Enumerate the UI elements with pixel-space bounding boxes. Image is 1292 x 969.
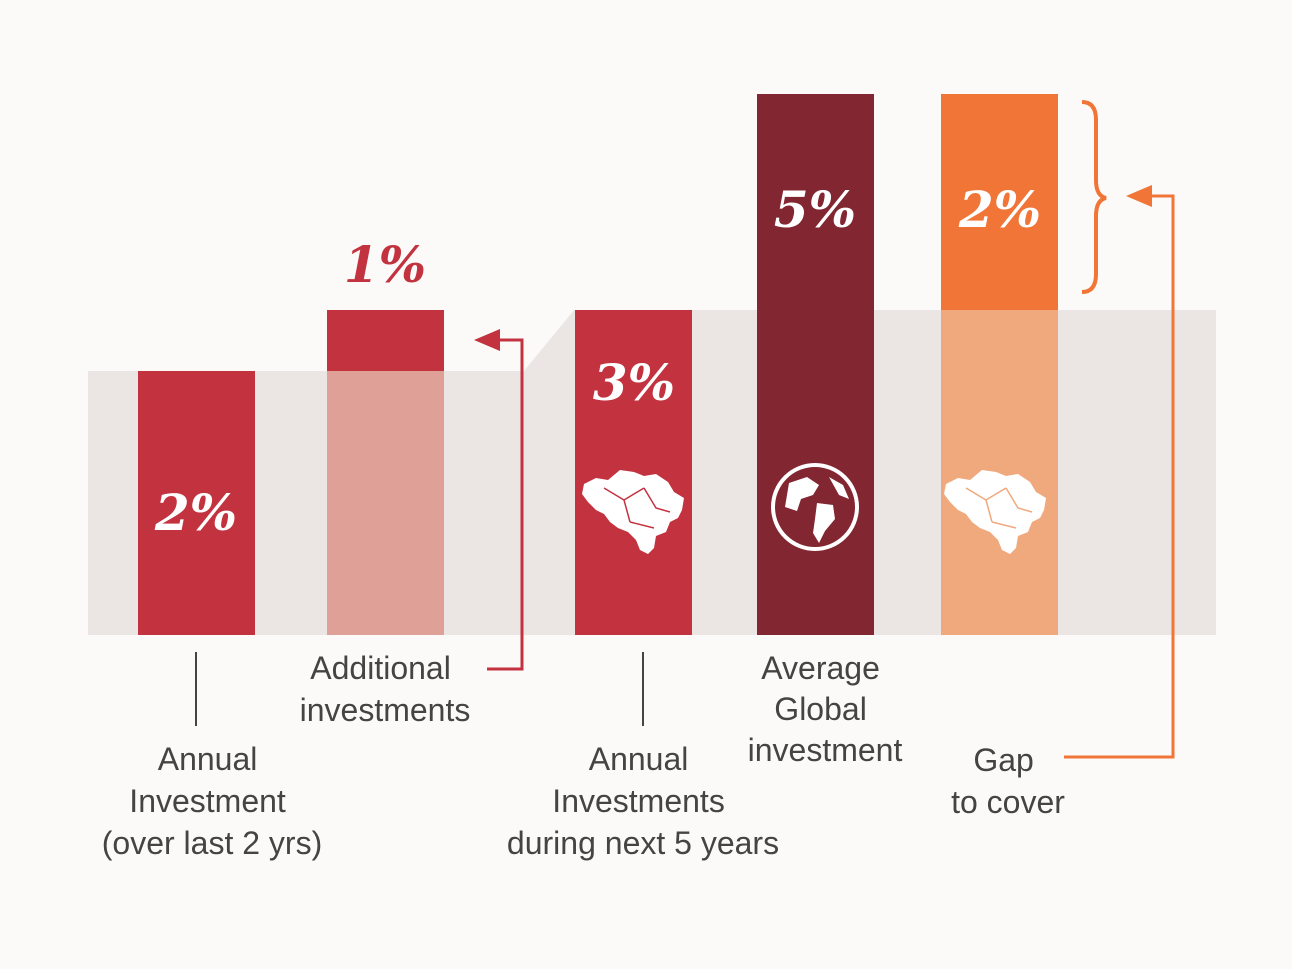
bar-gap-to-cover [941,94,1058,310]
gap-brace [1081,100,1107,294]
value-label-annual-investment: 2% [154,483,237,542]
belgium-map-icon [582,470,684,554]
value-label-gap-to-cover: 2% [958,180,1041,239]
globe-icon [771,463,859,551]
belgium-map-icon-light [944,470,1046,554]
arrow-gap-to-cover [1064,194,1175,759]
bar-annual-investment [138,371,255,635]
category-label-annual-investment: Annual Investment (over last 2 yrs) [102,741,322,861]
value-label-additional-investments: 1% [344,235,426,294]
category-label-annual-investments-next-5: Annual Investments during next 5 years [507,741,779,861]
category-label-average-global-investment: Average Global investment [748,650,903,768]
bar-additional-base-light [327,371,444,635]
bar-average-global-investment [757,94,874,635]
bar-additional-investments [327,310,444,371]
category-label-additional-investments: Additional investments [300,650,471,728]
arrow-additional-investments [487,338,524,671]
arrowhead-additional-investments [474,329,500,351]
category-label-gap-to-cover: Gap to cover [951,742,1065,820]
bar-gap-base-light [941,310,1058,635]
value-label-annual-investments-next-5: 3% [593,353,675,412]
arrowhead-gap-to-cover [1126,185,1152,207]
value-label-average-global-investment: 5% [774,180,856,239]
